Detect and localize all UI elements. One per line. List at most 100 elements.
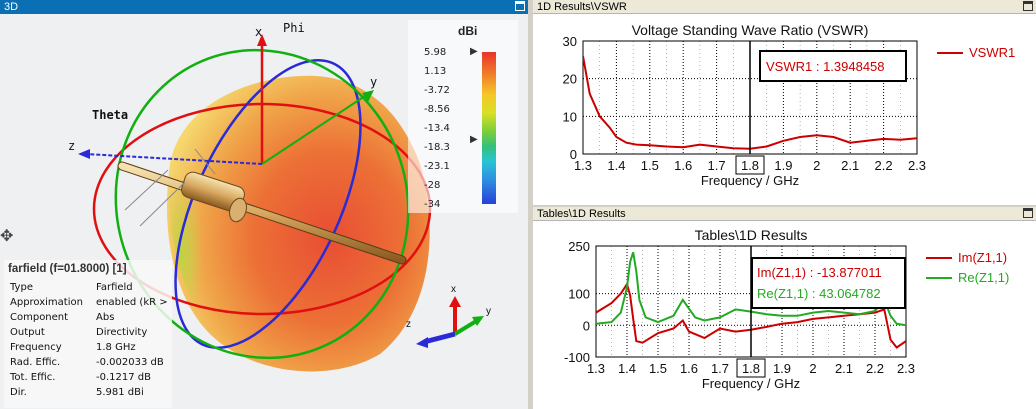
farfield-info-row: Tot. Effic. -0.1217 dB	[10, 372, 151, 383]
info-label: Approximation	[10, 297, 83, 308]
y-tick-label: 10	[563, 109, 577, 124]
x-tick-label: 1.9	[773, 361, 791, 376]
chart-title: Tables\1D Results	[695, 227, 808, 243]
y-tick-label: 20	[563, 72, 577, 87]
x-tick-label: 1.4	[618, 361, 636, 376]
vswr-window-title: 1D Results\VSWR	[537, 1, 627, 13]
x-tick-label: 2.3	[908, 158, 926, 173]
maximize-icon[interactable]	[515, 1, 525, 11]
view-3d-panel[interactable]: 3D	[0, 0, 528, 409]
vswr-titlebar[interactable]: 1D Results\VSWR	[533, 0, 1036, 14]
readout-im: Im(Z1,1) : -13.877011	[757, 265, 882, 280]
frequency-marker-label: 1.8	[741, 158, 759, 173]
series-line-0	[583, 55, 917, 150]
axis-label-theta: Theta	[92, 108, 128, 122]
y-tick-label: 0	[570, 147, 577, 162]
info-value: 1.8 GHz	[96, 342, 136, 353]
maximize-icon[interactable]	[1023, 1, 1033, 11]
info-value: enabled (kR >	[96, 297, 168, 308]
readout-re: Re(Z1,1) : 43.064782	[757, 286, 881, 301]
y-tick-label: 250	[568, 239, 590, 254]
info-label: Component	[10, 312, 69, 323]
readout-box	[759, 50, 907, 82]
x-tick-label: 2.3	[897, 361, 915, 376]
axis-label-phi: Phi	[283, 21, 305, 35]
vertical-splitter[interactable]	[528, 0, 533, 409]
tables-panel[interactable]: Tables\1D Results Tables\1D Results 1.3 1.…	[533, 207, 1036, 409]
info-label: Output	[10, 327, 45, 338]
frequency-marker-box	[736, 358, 766, 378]
x-tick-label: 1.9	[774, 158, 792, 173]
legend-tick-label: -3.72	[424, 85, 450, 96]
series-line-1	[596, 251, 906, 327]
info-value: -0.1217 dB	[96, 372, 151, 383]
x-tick-label: 1.7	[708, 158, 726, 173]
farfield-3d-plot[interactable]: x Phi y z Theta x y z	[0, 14, 528, 409]
x-tick-label: 1.6	[680, 361, 698, 376]
x-tick-label: 2.1	[835, 361, 853, 376]
farfield-info-header: farfield (f=01.8000) [1]	[8, 263, 127, 275]
farfield-info-row: Component Abs	[10, 312, 114, 323]
tables-titlebar[interactable]: Tables\1D Results	[533, 207, 1036, 221]
legend-marker-icon: ▶	[470, 134, 478, 145]
x-tick-label: 2.2	[866, 361, 884, 376]
info-value: Farfield	[96, 282, 133, 293]
x-tick-label: 1.3	[574, 158, 592, 173]
x-axis-label: Frequency / GHz	[701, 173, 799, 188]
x-tick-label: 2.2	[875, 158, 893, 173]
legend-entry: Re(Z1,1)	[958, 270, 1009, 285]
farfield-info-row: Dir. 5.981 dBi	[10, 387, 144, 398]
info-label: Type	[10, 282, 33, 293]
legend-tick-label: -23.1	[424, 161, 450, 172]
view-3d-titlebar[interactable]: 3D	[0, 0, 528, 14]
farfield-info-box: farfield (f=01.8000) [1] Type Farfield App…	[4, 260, 172, 408]
horizontal-splitter[interactable]	[533, 205, 1036, 207]
svg-text:y: y	[486, 306, 491, 317]
tables-window-title: Tables\1D Results	[537, 208, 626, 220]
x-axis-label: Frequency / GHz	[702, 376, 800, 391]
orientation-triad-icon: x y z	[406, 284, 491, 348]
colorscale-bar	[482, 52, 496, 204]
legend-tick-label: -18.3	[424, 142, 450, 153]
farfield-info-row: Rad. Effic. -0.002033 dB	[10, 357, 164, 368]
y-tick-label: 100	[568, 287, 590, 302]
x-tick-label: 1.5	[641, 158, 659, 173]
y-tick-label: 0	[583, 318, 590, 333]
frequency-marker-label: 1.8	[742, 361, 760, 376]
svg-text:z: z	[406, 319, 411, 330]
info-label: Dir.	[10, 387, 27, 398]
legend-tick-label: -13.4	[424, 123, 450, 134]
info-value: -0.002033 dB	[96, 357, 164, 368]
farfield-info-row: Output Directivity	[10, 327, 147, 338]
colorscale-legend: dBi 5.98 1.13 -3.72 -8.56 -13.4 -18.3 -23.1 -28…	[408, 20, 518, 213]
legend-tick-label: 5.98	[424, 47, 447, 58]
impedance-chart[interactable]: Tables\1D Results 1.3 1.4 1.5 1.6 1.7 1.8 1.9 2 2…	[533, 221, 1036, 409]
maximize-icon[interactable]	[1023, 208, 1033, 218]
axis-label-z: z	[68, 139, 75, 153]
chart-title: Voltage Standing Wave Ratio (VSWR)	[632, 22, 869, 38]
vswr-panel[interactable]: 1D Results\VSWR Voltage Standing Wave Ra…	[533, 0, 1036, 205]
info-value: Directivity	[96, 327, 148, 338]
info-label: Frequency	[10, 342, 62, 353]
legend-tick-label: 1.13	[424, 66, 447, 77]
x-tick-label: 1.6	[674, 158, 692, 173]
farfield-info-row: Approximation enabled (kR >	[10, 297, 168, 308]
x-tick-label: 1.3	[587, 361, 605, 376]
vswr-chart[interactable]: Voltage Standing Wave Ratio (VSWR) 1.3 1.4…	[533, 14, 1036, 205]
legend-tick-label: -34	[424, 199, 441, 210]
frequency-marker-box	[735, 155, 765, 175]
farfield-info-row: Frequency 1.8 GHz	[10, 342, 136, 353]
legend-tick-label: -28	[424, 180, 441, 191]
readout-vswr: VSWR1 : 1.3948458	[766, 59, 885, 74]
y-tick-label: -100	[564, 350, 590, 365]
info-label: Tot. Effic.	[10, 372, 56, 383]
pan-cursor-icon: ✥	[0, 228, 14, 245]
legend-tick-label: -8.56	[424, 104, 450, 115]
x-tick-label: 1.4	[607, 158, 625, 173]
view-3d-title: 3D	[4, 1, 19, 13]
x-tick-label: 1.5	[649, 361, 667, 376]
info-label: Rad. Effic.	[10, 357, 61, 368]
axis-label-x: x	[255, 25, 262, 39]
phi-ring-green	[114, 48, 410, 360]
readout-box	[751, 257, 906, 309]
